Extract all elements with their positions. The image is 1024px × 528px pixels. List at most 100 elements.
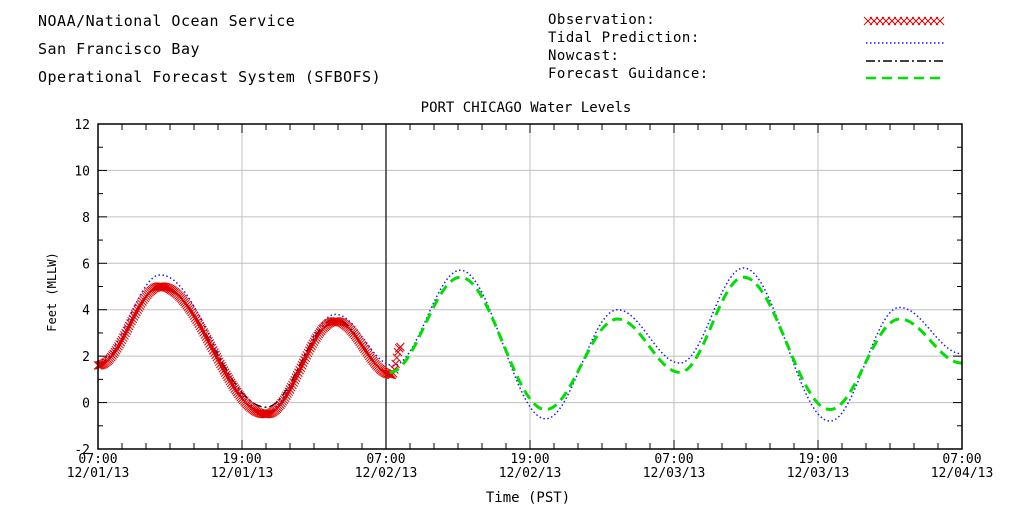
- observation-point: [296, 363, 306, 373]
- observation-point: [136, 299, 146, 308]
- y-tick-label: -2: [74, 443, 90, 458]
- x-tick-time: 07:00: [942, 452, 981, 467]
- observation-point: [290, 375, 300, 385]
- x-tick-date: 12/02/13: [499, 466, 562, 481]
- observation-point: [190, 313, 200, 323]
- observation-point: [118, 333, 128, 343]
- observation-point: [111, 345, 121, 355]
- observation-point: [282, 391, 291, 401]
- y-tick-label: 8: [82, 211, 90, 226]
- observation-point: [225, 376, 235, 386]
- observation-point: [117, 335, 127, 345]
- forecast-guidance-series: [389, 275, 963, 412]
- tidal-prediction-series: [97, 267, 963, 422]
- legend-observation-label: Observation:: [548, 12, 656, 28]
- observation-point: [198, 325, 207, 335]
- observation-point: [120, 331, 129, 340]
- observation-point: [122, 326, 132, 336]
- observation-point: [310, 335, 320, 345]
- observation-point: [218, 363, 228, 373]
- observation-point: [294, 368, 303, 378]
- x-tick-date: 12/03/13: [787, 466, 850, 481]
- observation-point: [207, 343, 217, 353]
- observation-point: [200, 330, 210, 339]
- observation-point: [306, 343, 315, 353]
- y-tick-label: 10: [74, 164, 90, 179]
- observation-point: [332, 317, 342, 326]
- x-tick-time: 19:00: [798, 452, 837, 467]
- observation-point: [223, 372, 232, 382]
- observation-point: [210, 348, 219, 357]
- observation-point: [289, 378, 298, 387]
- x-tick-date: 12/04/13: [931, 466, 994, 481]
- observation-point: [262, 409, 272, 419]
- observation-point: [286, 382, 296, 392]
- observation-point: [396, 342, 405, 352]
- x-tick-date: 12/03/13: [643, 466, 706, 481]
- x-tick-date: 12/01/13: [67, 466, 130, 481]
- y-tick-label: 6: [82, 257, 90, 272]
- x-tick-date: 12/01/13: [211, 466, 274, 481]
- observation-point: [300, 355, 309, 365]
- legend-observation-sample: [935, 16, 945, 26]
- observation-point: [292, 370, 302, 380]
- observation-point: [195, 321, 205, 331]
- observation-point: [114, 342, 123, 351]
- header-region: San Francisco Bay: [38, 40, 201, 58]
- observation-point: [123, 323, 133, 333]
- observation-point: [193, 317, 202, 327]
- legend-forecast-label: Forecast Guidance:: [548, 66, 709, 82]
- y-tick-label: 2: [82, 350, 90, 365]
- observation-point: [196, 323, 206, 333]
- chart-title: PORT CHICAGO Water Levels: [421, 100, 632, 116]
- x-axis-label: Time (PST): [486, 490, 570, 506]
- observation-point: [121, 328, 130, 338]
- observation-point: [128, 314, 138, 324]
- observation-point: [288, 380, 297, 390]
- observation-point: [298, 358, 308, 368]
- observation-point: [304, 346, 314, 355]
- observation-point: [204, 336, 213, 346]
- observation-point: [224, 374, 234, 384]
- y-tick-label: 0: [82, 397, 90, 412]
- observation-point: [219, 366, 229, 375]
- x-tick-time: 07:00: [78, 452, 117, 467]
- header-system: Operational Forecast System (SFBOFS): [38, 68, 382, 86]
- observation-point: [194, 319, 204, 329]
- observation-point: [284, 387, 294, 397]
- observation-point: [130, 309, 140, 319]
- observation-point: [309, 337, 319, 347]
- observation-point: [206, 341, 216, 351]
- observation-point: [202, 334, 212, 344]
- observation-point: [302, 350, 312, 360]
- observation-point: [212, 352, 222, 362]
- observation-point: [291, 373, 301, 383]
- observation-point: [217, 361, 226, 371]
- observation-point: [199, 328, 208, 337]
- observation-point: [127, 316, 136, 326]
- observation-point: [208, 345, 218, 355]
- observation-point: [211, 350, 220, 360]
- observation-point: [134, 303, 144, 312]
- observation-point: [205, 339, 214, 348]
- x-tick-time: 07:00: [366, 452, 405, 467]
- legend-nowcast-label: Nowcast:: [548, 48, 620, 64]
- observation-point: [158, 282, 168, 292]
- observation-point: [129, 312, 139, 321]
- observation-point: [115, 339, 124, 349]
- observation-point: [213, 355, 223, 364]
- observation-point: [303, 348, 313, 358]
- observation-point: [124, 321, 134, 331]
- observation-point: [201, 332, 211, 342]
- x-tick-time: 19:00: [222, 452, 261, 467]
- observation-point: [192, 315, 201, 325]
- legend-tidal-label: Tidal Prediction:: [548, 30, 700, 46]
- x-tick-time: 07:00: [654, 452, 693, 467]
- y-tick-label: 4: [82, 304, 90, 319]
- observation-point: [285, 385, 295, 394]
- observation-point: [112, 344, 122, 353]
- observation-point: [297, 360, 307, 370]
- observation-point: [214, 357, 224, 367]
- observation-point: [133, 305, 142, 315]
